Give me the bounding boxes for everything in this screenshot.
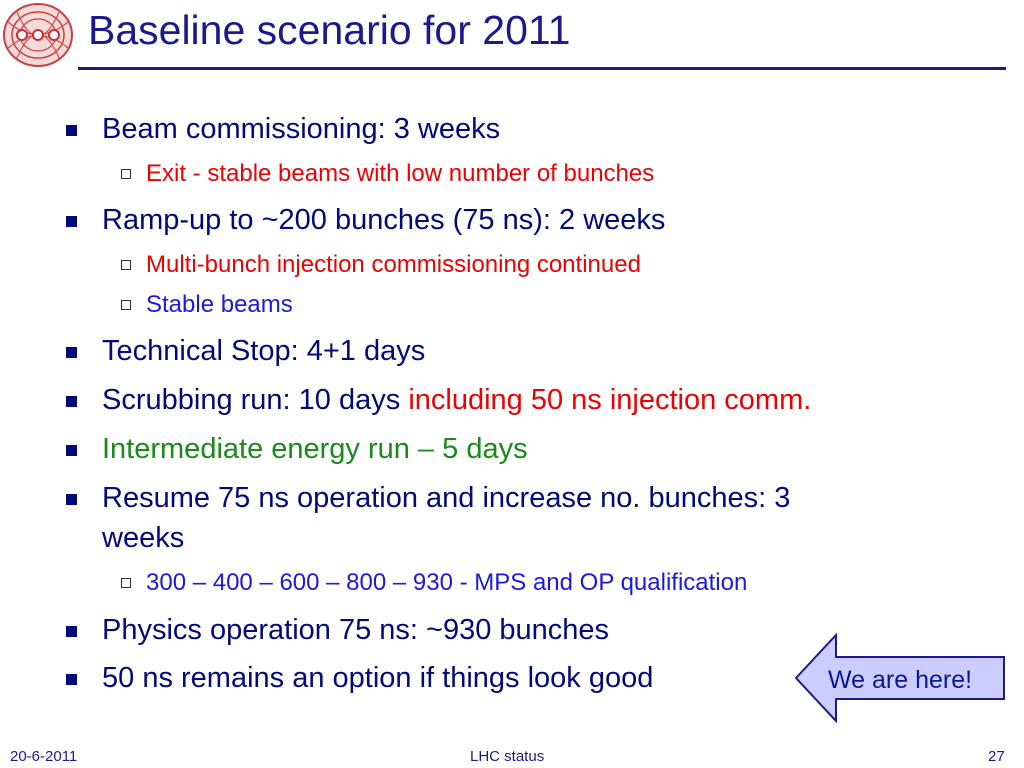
square-bullet-icon <box>66 396 77 407</box>
slide-title: Baseline scenario for 2011 <box>88 7 571 53</box>
square-bullet-icon <box>66 347 77 358</box>
sub-bullet-item: Stable beams <box>146 291 293 318</box>
bullet-item: Ramp-up to ~200 bunches (75 ns): 2 weeks <box>102 204 666 236</box>
square-bullet-icon <box>66 674 77 685</box>
bullet-item: Resume 75 ns operation and increase no. … <box>102 482 791 514</box>
page-number: 27 <box>988 748 1005 765</box>
bullet-item: Physics operation 75 ns: ~930 bunches <box>102 614 610 646</box>
sub-bullet-item: 300 – 400 – 600 – 800 – 930 - MPS and OP… <box>146 569 748 596</box>
bullet-item: Technical Stop: 4+1 days <box>102 335 426 367</box>
hollow-square-bullet-icon <box>121 169 131 179</box>
bullet-item: 50 ns remains an option if things look g… <box>102 662 654 694</box>
footer-title: LHC status <box>470 748 545 765</box>
sub-bullet-item: Exit - stable beams with low number of b… <box>146 160 655 187</box>
bullet-item: Scrubbing run: 10 days including 50 ns i… <box>102 384 811 417</box>
square-bullet-icon <box>66 216 77 227</box>
hollow-square-bullet-icon <box>121 300 131 310</box>
title-underline <box>78 67 1006 70</box>
square-bullet-icon <box>66 125 77 136</box>
sub-bullet-item: Multi-bunch injection commissioning cont… <box>146 251 641 278</box>
bullet-item: Beam commissioning: 3 weeks <box>102 113 501 145</box>
bullet-item: Intermediate energy run – 5 days <box>102 433 528 465</box>
hollow-square-bullet-icon <box>121 260 131 270</box>
bullet-text: Scrubbing run: 10 days <box>102 384 409 416</box>
footer-date: 20-6-2011 <box>10 748 78 765</box>
bullet-item-continuation: weeks <box>102 522 185 554</box>
bullet-highlight: including 50 ns injection comm. <box>408 384 812 416</box>
square-bullet-icon <box>66 445 77 456</box>
square-bullet-icon <box>66 626 77 637</box>
square-bullet-icon <box>66 494 77 505</box>
hollow-square-bullet-icon <box>121 578 131 588</box>
callout-text: We are here! <box>828 666 973 694</box>
left-arrow-callout-icon <box>794 633 1005 723</box>
lhc-logo <box>3 3 73 67</box>
